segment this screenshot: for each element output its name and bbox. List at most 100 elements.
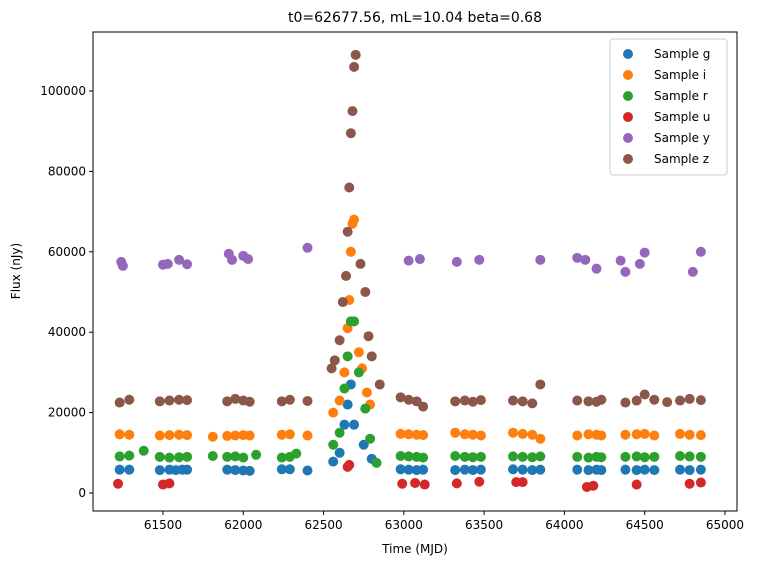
data-point [363, 331, 374, 342]
data-point [535, 464, 546, 475]
data-point [620, 451, 631, 462]
data-point [474, 254, 485, 265]
data-point [517, 464, 528, 475]
data-point [360, 403, 371, 414]
data-point [695, 451, 706, 462]
data-point [207, 431, 218, 442]
data-point [527, 465, 538, 476]
data-point [527, 452, 538, 463]
data-point [639, 464, 650, 475]
data-point [230, 465, 241, 476]
data-point [182, 430, 193, 441]
data-point [124, 429, 135, 440]
legend-marker [623, 133, 633, 143]
data-point [328, 407, 339, 418]
data-point [114, 397, 125, 408]
data-point [639, 389, 650, 400]
data-point [684, 429, 695, 440]
data-point [583, 429, 594, 440]
data-point [244, 430, 255, 441]
data-point [517, 396, 528, 407]
y-tick-label: 20000 [48, 406, 86, 420]
data-point [695, 246, 706, 257]
data-point [339, 383, 350, 394]
data-point [639, 452, 650, 463]
data-point [154, 396, 165, 407]
data-point [662, 397, 673, 408]
data-point [451, 256, 462, 267]
data-point [695, 464, 706, 475]
data-point [174, 394, 185, 405]
data-point [596, 394, 607, 405]
data-point [475, 430, 486, 441]
data-point [124, 464, 135, 475]
data-point [591, 263, 602, 274]
data-point [535, 379, 546, 390]
data-point [588, 480, 599, 491]
chart-title: t0=62677.56, mL=10.04 beta=0.68 [288, 10, 542, 26]
legend-label: Sample g [654, 47, 710, 61]
data-point [365, 433, 376, 444]
data-point [328, 439, 339, 450]
data-point [174, 429, 185, 440]
data-point [467, 452, 478, 463]
data-point [341, 270, 352, 281]
x-tick-label: 64500 [626, 518, 664, 532]
data-point [649, 465, 660, 476]
data-point [620, 266, 631, 277]
data-point [339, 419, 350, 430]
data-point [395, 392, 406, 403]
data-point [684, 478, 695, 489]
data-point [418, 464, 429, 475]
data-point [459, 451, 470, 462]
data-point [572, 395, 583, 406]
data-point [353, 367, 364, 378]
data-point [347, 106, 358, 117]
data-point [508, 464, 519, 475]
data-point [366, 351, 377, 362]
data-point [276, 396, 287, 407]
data-point [410, 477, 421, 488]
data-point [334, 335, 345, 346]
legend-label: Sample i [654, 68, 706, 82]
data-point [227, 254, 238, 265]
data-point [527, 429, 538, 440]
data-point [403, 451, 414, 462]
data-point [349, 214, 360, 225]
data-point [450, 465, 461, 476]
data-point [244, 396, 255, 407]
y-tick-label: 0 [78, 486, 86, 500]
data-point [631, 429, 642, 440]
data-point [222, 430, 233, 441]
data-point [649, 430, 660, 441]
data-point [154, 465, 165, 476]
data-point [572, 464, 583, 475]
y-tick-label: 40000 [48, 325, 86, 339]
data-point [154, 430, 165, 441]
data-point [451, 478, 462, 489]
x-tick-label: 61500 [144, 518, 182, 532]
data-point [684, 393, 695, 404]
data-point [339, 367, 350, 378]
data-point [251, 449, 262, 460]
data-point [620, 429, 631, 440]
legend-marker [623, 91, 633, 101]
data-point [684, 451, 695, 462]
data-point [620, 464, 631, 475]
data-point [418, 452, 429, 463]
data-point [114, 429, 125, 440]
data-point [508, 427, 519, 438]
data-point [467, 465, 478, 476]
data-point [164, 395, 175, 406]
data-point [138, 445, 149, 456]
data-point [517, 451, 528, 462]
data-point [572, 252, 583, 263]
data-point [508, 395, 519, 406]
data-point [675, 464, 686, 475]
data-point [517, 477, 528, 488]
data-point [345, 128, 356, 139]
data-point [649, 394, 660, 405]
y-tick-label: 80000 [48, 164, 86, 178]
data-point [395, 451, 406, 462]
data-point [350, 49, 361, 60]
